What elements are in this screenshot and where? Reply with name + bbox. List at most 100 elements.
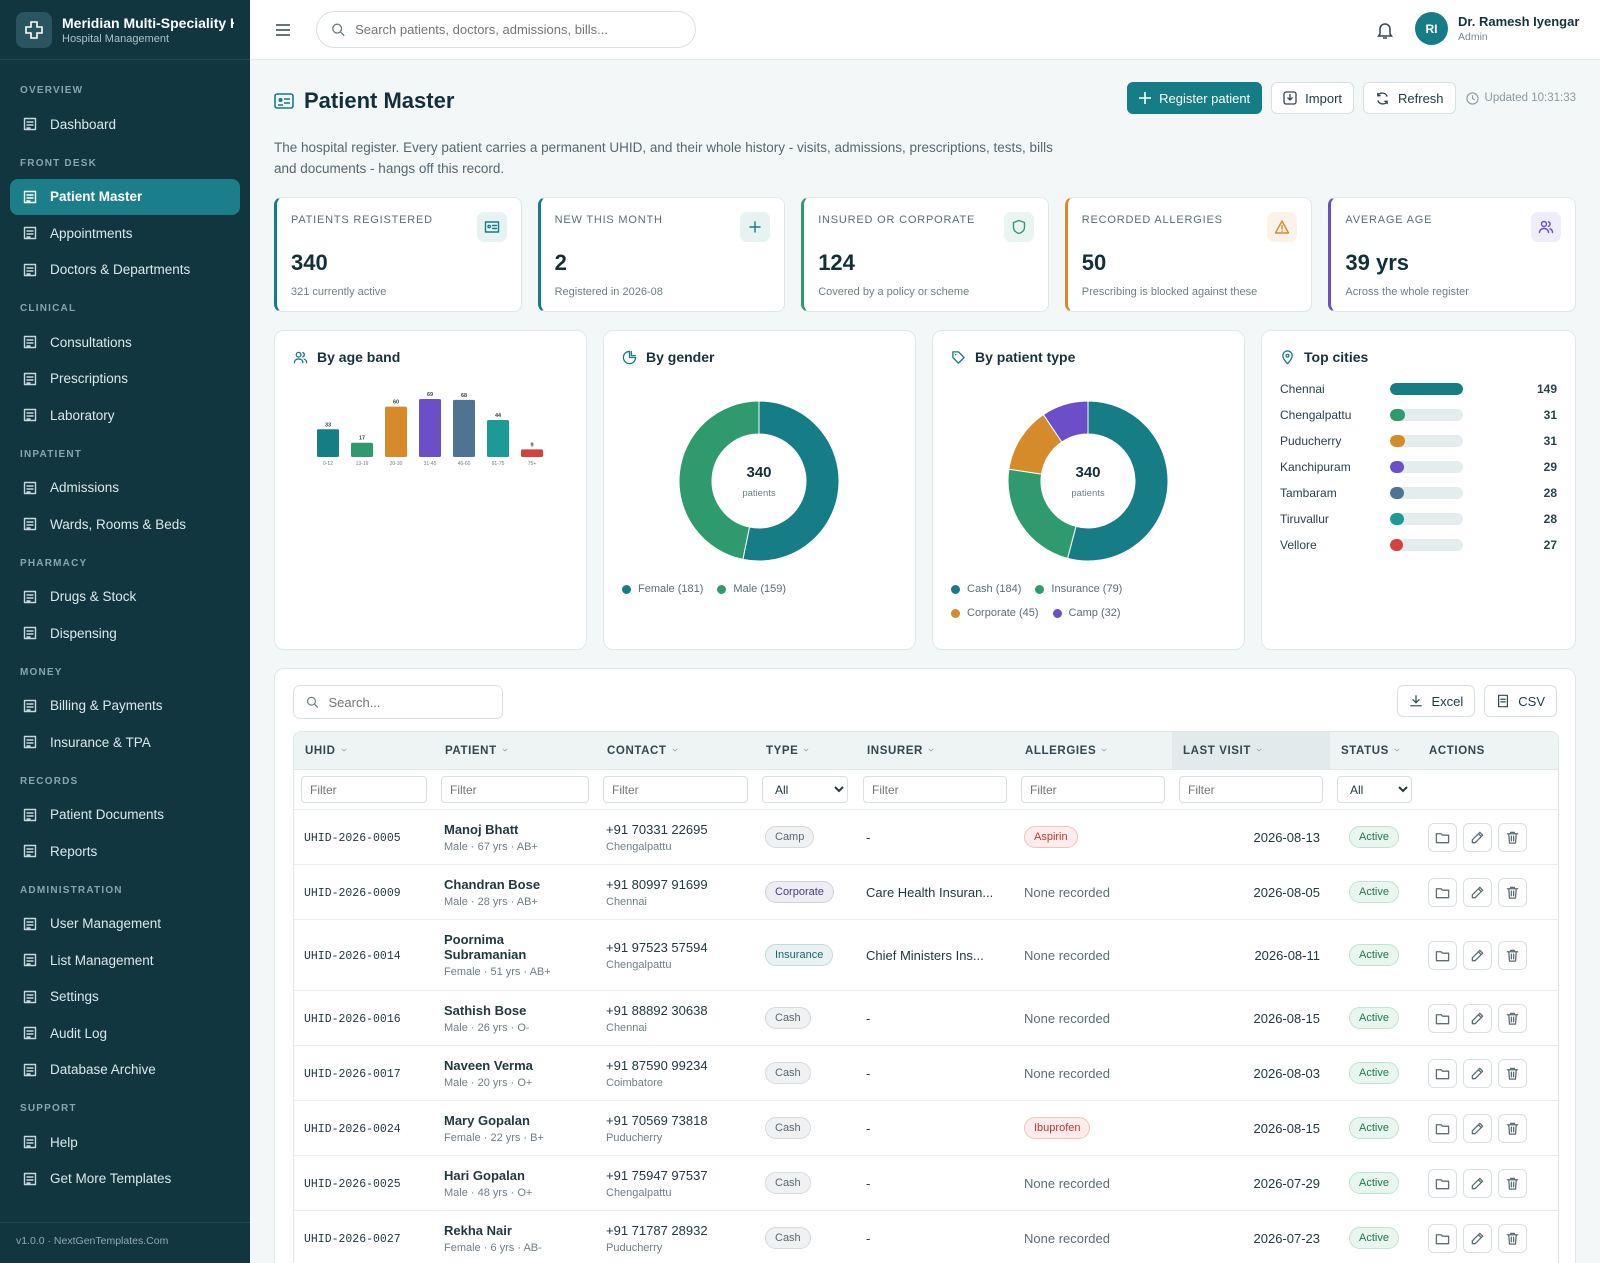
chart-title-wrap: Top cities (1280, 349, 1368, 365)
action-button[interactable] (1428, 1168, 1457, 1198)
nav-item[interactable]: Dashboard (10, 106, 240, 143)
filter-input[interactable] (441, 776, 589, 803)
nav-item[interactable]: Patient Master (10, 178, 240, 215)
action-button[interactable] (1428, 1003, 1457, 1033)
filter-select[interactable]: All (762, 776, 848, 803)
action-button[interactable] (1463, 1168, 1492, 1198)
column-header[interactable]: STATUS (1330, 732, 1418, 770)
action-button[interactable] (1498, 1168, 1527, 1198)
action-button[interactable] (1463, 877, 1492, 907)
column-header[interactable]: TYPE (755, 732, 856, 770)
table-cell: Insurance (755, 920, 856, 991)
table-row: UHID-2026-0017 Naveen Verma Male · 20 yrs … (294, 1046, 1558, 1101)
city-name: Chengalpattu (1280, 408, 1352, 422)
last-visit: 2026-08-15 (1253, 1120, 1321, 1136)
action-button[interactable] (1463, 1058, 1492, 1088)
nav-item[interactable]: Prescriptions (10, 361, 240, 398)
filter-input[interactable] (1179, 776, 1323, 803)
filter-input[interactable] (863, 776, 1007, 803)
column-header[interactable]: LAST VISIT (1172, 732, 1330, 770)
icon-path (23, 190, 37, 203)
export-button[interactable]: Excel (1397, 685, 1476, 717)
refresh-button[interactable]: Refresh (1363, 82, 1456, 114)
table-cell: +91 70331 22695 Chengalpattu (596, 810, 755, 865)
stat-icon-glyph (1275, 220, 1290, 234)
nav-icon (23, 954, 37, 967)
action-button[interactable] (1428, 1113, 1457, 1143)
filter-input[interactable] (603, 776, 748, 803)
nav-item[interactable]: User Management (10, 906, 240, 943)
filter-input[interactable] (301, 776, 427, 803)
action-button[interactable] (1498, 1058, 1527, 1088)
notifications[interactable] (1376, 20, 1394, 40)
city-bar (1390, 513, 1404, 525)
nav-item[interactable]: Laboratory (10, 397, 240, 434)
action-button[interactable] (1428, 877, 1457, 907)
nav-item[interactable]: Drugs & Stock (10, 579, 240, 616)
nav-item[interactable]: Admissions (10, 470, 240, 507)
nav-item[interactable]: Insurance & TPA (10, 724, 240, 761)
nav-item[interactable]: Database Archive (10, 1052, 240, 1089)
export-button[interactable]: CSV (1484, 685, 1557, 717)
last-visit: 2026-08-03 (1253, 1065, 1321, 1081)
chart-icon (952, 350, 965, 364)
stat-label: AVERAGE AGE (1345, 214, 1433, 226)
column-header[interactable]: ALLERGIES (1014, 732, 1172, 770)
stat-cards: PATIENTS REGISTERED 340 321 currently acti… (274, 197, 1576, 312)
nav-item[interactable]: Reports (10, 833, 240, 870)
column-header[interactable]: INSURER (856, 732, 1014, 770)
bar-value-label: 17 (359, 436, 365, 442)
action-button[interactable] (1463, 1223, 1492, 1253)
insurer: - (866, 1230, 871, 1246)
filter-select[interactable]: All (1337, 776, 1412, 803)
nav-item[interactable]: Dispensing (10, 615, 240, 652)
logo-icon (25, 20, 43, 39)
action-button[interactable] (1428, 1223, 1457, 1253)
action-button[interactable] (1498, 822, 1527, 852)
action-button[interactable] (1428, 940, 1457, 970)
action-icon (1471, 1012, 1484, 1024)
column-header[interactable]: CONTACT (596, 732, 755, 770)
action-button[interactable] (1498, 877, 1527, 907)
action-button[interactable] (1463, 1003, 1492, 1033)
action-button[interactable] (1463, 822, 1492, 852)
nav-item[interactable]: Consultations (10, 324, 240, 361)
city-value: 149 (1536, 382, 1557, 396)
allergy-note: None recorded (1024, 884, 1110, 900)
nav-icon (23, 118, 37, 131)
nav-item[interactable]: Get More Templates (10, 1161, 240, 1198)
action-button[interactable] (1428, 822, 1457, 852)
global-search-input[interactable] (353, 21, 695, 38)
action-button[interactable] (1463, 1113, 1492, 1143)
user-menu[interactable]: RI Dr. Ramesh Iyengar Admin (1415, 12, 1579, 45)
icon-path (1435, 1013, 1450, 1024)
register-button[interactable]: Register patient (1127, 82, 1263, 114)
table-cell: Active (1330, 1101, 1418, 1156)
table-search-input[interactable] (326, 693, 502, 711)
action-button[interactable] (1498, 940, 1527, 970)
nav-item[interactable]: Audit Log (10, 1015, 240, 1052)
column-header[interactable]: PATIENT (434, 732, 596, 770)
column-header[interactable]: UHID (294, 732, 434, 770)
nav-item[interactable]: Billing & Payments (10, 688, 240, 725)
nav-item[interactable]: List Management (10, 942, 240, 979)
city-name: Chennai (1280, 382, 1325, 396)
nav-item[interactable]: Patient Documents (10, 797, 240, 834)
action-button[interactable] (1463, 940, 1492, 970)
icon-path (484, 221, 499, 233)
menu-button[interactable] (274, 23, 292, 37)
filter-cell: All (755, 770, 856, 810)
chart-title-wrap: By patient type (951, 349, 1075, 365)
nav-item[interactable]: Settings (10, 979, 240, 1016)
type-pill: Cash (765, 1172, 811, 1194)
import-button[interactable]: Import (1271, 82, 1355, 114)
action-button[interactable] (1498, 1113, 1527, 1143)
action-button[interactable] (1498, 1003, 1527, 1033)
action-button[interactable] (1498, 1223, 1527, 1253)
nav-item[interactable]: Doctors & Departments (10, 252, 240, 289)
nav-item[interactable]: Appointments (10, 215, 240, 252)
filter-input[interactable] (1021, 776, 1165, 803)
action-button[interactable] (1428, 1058, 1457, 1088)
nav-item[interactable]: Wards, Rooms & Beds (10, 506, 240, 543)
nav-item[interactable]: Help (10, 1124, 240, 1161)
